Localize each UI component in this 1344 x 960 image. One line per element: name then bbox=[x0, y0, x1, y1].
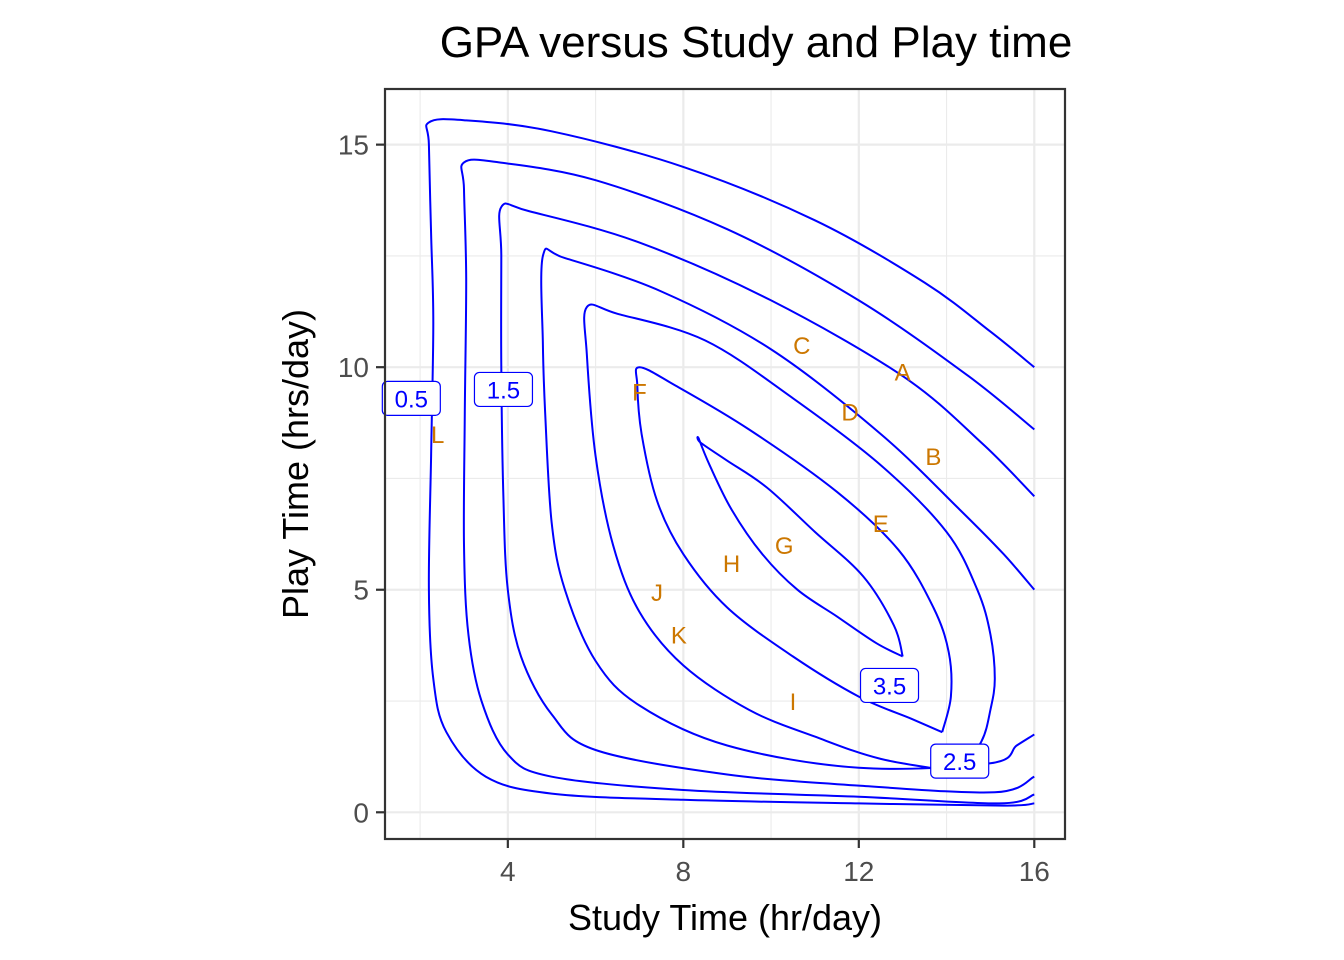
x-tick-label: 8 bbox=[676, 856, 692, 887]
y-axis-title: Play Time (hrs/day) bbox=[275, 309, 316, 619]
point-label-a: A bbox=[895, 360, 911, 387]
contour-line-4 bbox=[540, 247, 1036, 770]
contour-line-5 bbox=[583, 303, 996, 774]
point-label-b: B bbox=[925, 444, 941, 471]
contour-line-2 bbox=[460, 158, 1035, 805]
level-label-text: 3.5 bbox=[873, 673, 906, 700]
y-tick-label: 15 bbox=[338, 130, 369, 161]
level-label-text: 1.5 bbox=[487, 377, 520, 404]
level-label-box bbox=[381, 380, 441, 416]
panel-border bbox=[383, 87, 1067, 841]
level-label-box bbox=[473, 371, 534, 408]
point-label-g: G bbox=[775, 533, 794, 560]
point-label-j: J bbox=[651, 580, 663, 607]
point-labels: A B C D E F G H I JK L bbox=[431, 333, 941, 716]
chart-title: GPA versus Study and Play time bbox=[440, 18, 1073, 67]
x-tick-label: 16 bbox=[1019, 856, 1050, 887]
point-label-i: I bbox=[790, 689, 797, 716]
contour-level-label-1-5: 1.5 bbox=[473, 371, 534, 408]
point-label-h: H bbox=[723, 551, 740, 578]
point-label-e: E bbox=[873, 511, 889, 538]
contour-line-3 bbox=[498, 202, 1036, 794]
y-tick-label: 0 bbox=[353, 797, 369, 828]
level-label-box bbox=[859, 667, 920, 704]
contour-line-7 bbox=[696, 436, 904, 658]
x-tick-label: 4 bbox=[500, 856, 516, 887]
x-axis: 4 8 12 16 bbox=[500, 839, 1050, 887]
level-label-text: 2.5 bbox=[943, 749, 976, 776]
contour-level-labels: 0.5 1.5 2.5 3.5 bbox=[381, 371, 990, 779]
y-tick-label: 5 bbox=[353, 575, 369, 606]
contour-line-6 bbox=[634, 366, 953, 734]
level-label-box bbox=[930, 743, 990, 779]
x-axis-title: Study Time (hr/day) bbox=[568, 897, 882, 938]
point-label-c: C bbox=[793, 333, 810, 360]
contour-level-label-3-5: 3.5 bbox=[859, 667, 920, 704]
y-tick-label: 10 bbox=[338, 352, 369, 383]
contour-level-label-0-5: 0.5 bbox=[381, 380, 441, 416]
point-label-l: L bbox=[431, 422, 444, 449]
point-label-f: F bbox=[632, 380, 647, 407]
point-label-k: K bbox=[671, 622, 687, 649]
grid bbox=[385, 89, 1065, 839]
contour-level-label-2-5: 2.5 bbox=[930, 743, 990, 779]
y-axis: 0 5 10 15 bbox=[338, 130, 385, 828]
level-label-text: 0.5 bbox=[395, 386, 428, 413]
point-label-d: D bbox=[841, 400, 858, 427]
x-tick-label: 12 bbox=[843, 856, 874, 887]
contour-lines bbox=[425, 118, 1036, 807]
contour-line-1 bbox=[425, 118, 1035, 807]
